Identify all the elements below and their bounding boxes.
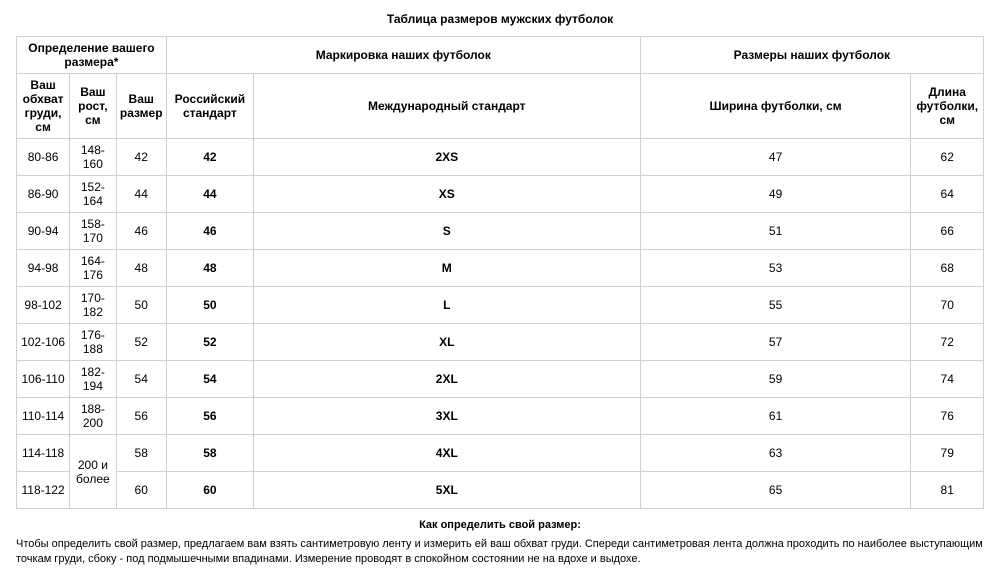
cell-shirt-length: 68	[911, 250, 984, 287]
cell-shirt-length: 64	[911, 176, 984, 213]
cell-shirt-length: 76	[911, 398, 984, 435]
size-table: Определение вашего размера* Маркировка н…	[16, 36, 984, 509]
cell-shirt-length: 72	[911, 324, 984, 361]
cell-intl-std: 3XL	[253, 398, 640, 435]
cell-your-size: 50	[116, 287, 166, 324]
cell-your-size: 42	[116, 139, 166, 176]
cell-rus-std: 56	[166, 398, 253, 435]
hdr-rus-std: Российский стандарт	[166, 74, 253, 139]
cell-chest: 98-102	[17, 287, 70, 324]
cell-rus-std: 48	[166, 250, 253, 287]
cell-rus-std: 42	[166, 139, 253, 176]
cell-intl-std: S	[253, 213, 640, 250]
cell-chest: 80-86	[17, 139, 70, 176]
header-row-groups: Определение вашего размера* Маркировка н…	[17, 37, 984, 74]
table-row: 110-114188-20056563XL6176	[17, 398, 984, 435]
cell-chest: 106-110	[17, 361, 70, 398]
hdr-chest: Ваш обхват груди, см	[17, 74, 70, 139]
cell-shirt-length: 79	[911, 435, 984, 472]
table-row: 80-86148-16042422XS4762	[17, 139, 984, 176]
cell-chest: 110-114	[17, 398, 70, 435]
cell-height: 176-188	[70, 324, 116, 361]
cell-your-size: 56	[116, 398, 166, 435]
table-row: 86-90152-1644444XS4964	[17, 176, 984, 213]
cell-rus-std: 60	[166, 472, 253, 509]
cell-height: 152-164	[70, 176, 116, 213]
cell-height: 200 и более	[70, 435, 116, 509]
cell-shirt-width: 53	[640, 250, 911, 287]
cell-shirt-width: 55	[640, 287, 911, 324]
cell-your-size: 44	[116, 176, 166, 213]
cell-height: 188-200	[70, 398, 116, 435]
cell-intl-std: XS	[253, 176, 640, 213]
cell-shirt-length: 62	[911, 139, 984, 176]
cell-chest: 102-106	[17, 324, 70, 361]
hdr-group-sizes: Размеры наших футболок	[640, 37, 983, 74]
cell-your-size: 52	[116, 324, 166, 361]
table-row: 94-98164-1764848M5368	[17, 250, 984, 287]
hdr-height: Ваш рост, см	[70, 74, 116, 139]
cell-shirt-width: 57	[640, 324, 911, 361]
cell-height: 164-176	[70, 250, 116, 287]
cell-rus-std: 50	[166, 287, 253, 324]
hdr-group-determine: Определение вашего размера*	[17, 37, 167, 74]
cell-rus-std: 44	[166, 176, 253, 213]
hdr-shirt-length: Длина футболки, см	[911, 74, 984, 139]
cell-rus-std: 52	[166, 324, 253, 361]
howto-title: Как определить свой размер:	[16, 519, 984, 531]
cell-chest: 86-90	[17, 176, 70, 213]
howto-text: Чтобы определить свой размер, предлагаем…	[16, 537, 984, 567]
cell-shirt-width: 59	[640, 361, 911, 398]
cell-shirt-width: 61	[640, 398, 911, 435]
cell-height: 170-182	[70, 287, 116, 324]
cell-rus-std: 46	[166, 213, 253, 250]
table-row: 98-102170-1825050L5570	[17, 287, 984, 324]
cell-chest: 114-118	[17, 435, 70, 472]
cell-intl-std: 5XL	[253, 472, 640, 509]
header-row-cols: Ваш обхват груди, см Ваш рост, см Ваш ра…	[17, 74, 984, 139]
cell-shirt-width: 51	[640, 213, 911, 250]
cell-intl-std: M	[253, 250, 640, 287]
cell-intl-std: XL	[253, 324, 640, 361]
cell-intl-std: 2XL	[253, 361, 640, 398]
cell-your-size: 48	[116, 250, 166, 287]
table-row: 102-106176-1885252XL5772	[17, 324, 984, 361]
hdr-group-marking: Маркировка наших футболок	[166, 37, 640, 74]
cell-your-size: 58	[116, 435, 166, 472]
cell-shirt-length: 81	[911, 472, 984, 509]
cell-intl-std: L	[253, 287, 640, 324]
cell-your-size: 46	[116, 213, 166, 250]
hdr-shirt-width: Ширина футболки, см	[640, 74, 911, 139]
cell-rus-std: 54	[166, 361, 253, 398]
cell-shirt-length: 70	[911, 287, 984, 324]
table-row: 118-12260605XL6581	[17, 472, 984, 509]
cell-chest: 90-94	[17, 213, 70, 250]
hdr-intl-std: Международный стандарт	[253, 74, 640, 139]
cell-chest: 118-122	[17, 472, 70, 509]
cell-shirt-width: 63	[640, 435, 911, 472]
hdr-your-size: Ваш размер	[116, 74, 166, 139]
cell-height: 158-170	[70, 213, 116, 250]
cell-height: 182-194	[70, 361, 116, 398]
cell-shirt-length: 74	[911, 361, 984, 398]
cell-shirt-width: 65	[640, 472, 911, 509]
cell-shirt-width: 49	[640, 176, 911, 213]
cell-chest: 94-98	[17, 250, 70, 287]
cell-intl-std: 4XL	[253, 435, 640, 472]
cell-shirt-width: 47	[640, 139, 911, 176]
cell-height: 148-160	[70, 139, 116, 176]
page-title: Таблица размеров мужских футболок	[16, 12, 984, 26]
table-row: 90-94158-1704646S5166	[17, 213, 984, 250]
cell-your-size: 54	[116, 361, 166, 398]
table-row: 114-118200 и более58584XL6379	[17, 435, 984, 472]
cell-rus-std: 58	[166, 435, 253, 472]
table-row: 106-110182-19454542XL5974	[17, 361, 984, 398]
cell-intl-std: 2XS	[253, 139, 640, 176]
cell-shirt-length: 66	[911, 213, 984, 250]
cell-your-size: 60	[116, 472, 166, 509]
